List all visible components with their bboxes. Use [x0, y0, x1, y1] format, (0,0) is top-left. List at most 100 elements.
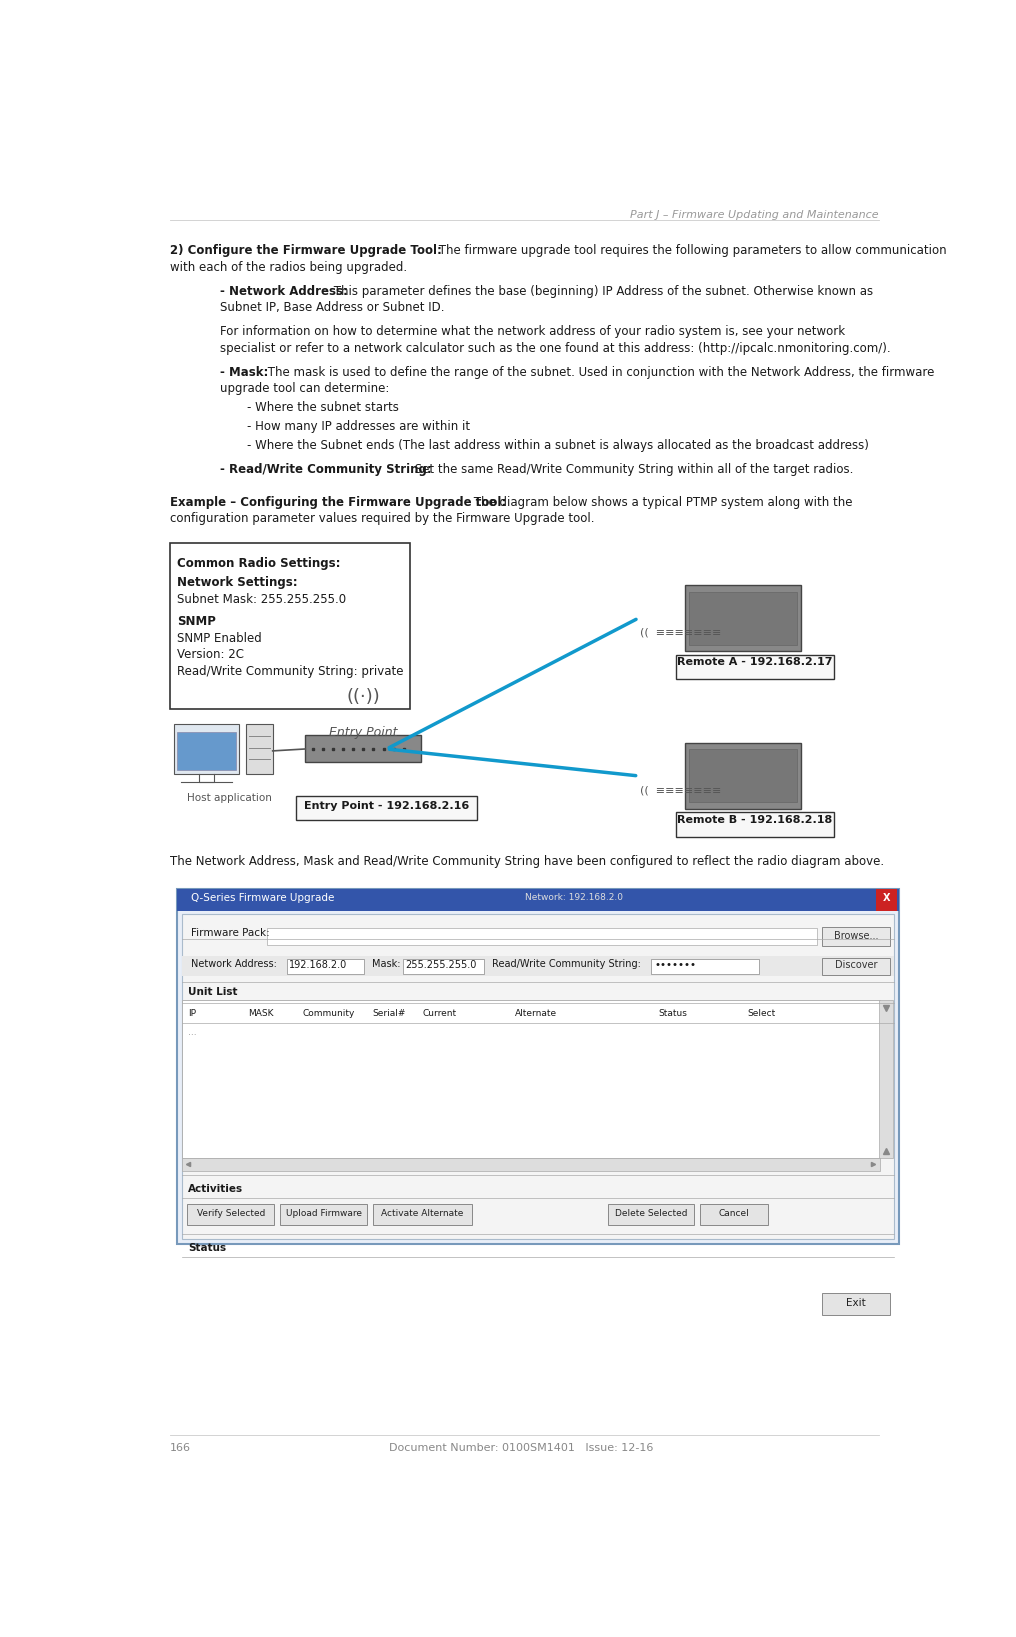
Text: upgrade tool can determine:: upgrade tool can determine:: [220, 383, 389, 395]
Text: Set the same Read/Write Community String within all of the target radios.: Set the same Read/Write Community String…: [411, 463, 853, 476]
FancyBboxPatch shape: [305, 735, 422, 763]
Text: - Where the Subnet ends (The last address within a subnet is always allocated as: - Where the Subnet ends (The last addres…: [247, 439, 869, 452]
Text: Community: Community: [302, 1008, 355, 1018]
FancyBboxPatch shape: [177, 732, 237, 769]
FancyBboxPatch shape: [685, 586, 802, 652]
Text: The diagram below shows a typical PTMP system along with the: The diagram below shows a typical PTMP s…: [470, 496, 852, 509]
Text: SNMP Enabled: SNMP Enabled: [178, 632, 262, 645]
Text: Status: Status: [658, 1008, 688, 1018]
Text: Select: Select: [748, 1008, 776, 1018]
Text: Unit List: Unit List: [188, 987, 238, 997]
FancyBboxPatch shape: [280, 1203, 367, 1224]
Text: Status: Status: [188, 1242, 227, 1252]
Text: •••••••: •••••••: [654, 961, 697, 971]
FancyBboxPatch shape: [608, 1203, 694, 1224]
Text: 2) Configure the Firmware Upgrade Tool:: 2) Configure the Firmware Upgrade Tool:: [170, 244, 442, 257]
Text: Mask:: Mask:: [372, 959, 400, 969]
Text: Browse...: Browse...: [834, 931, 878, 941]
Text: Q-Series Firmware Upgrade: Q-Series Firmware Upgrade: [191, 892, 334, 902]
Text: ((  ≡≡≡≡≡≡≡: (( ≡≡≡≡≡≡≡: [640, 627, 721, 638]
Text: Current: Current: [423, 1008, 456, 1018]
Text: Alternate: Alternate: [515, 1008, 558, 1018]
Text: Host application: Host application: [187, 794, 271, 804]
FancyBboxPatch shape: [374, 1203, 471, 1224]
FancyBboxPatch shape: [689, 750, 798, 802]
FancyBboxPatch shape: [676, 812, 834, 837]
Text: Delete Selected: Delete Selected: [615, 1210, 687, 1218]
Text: ...: ...: [188, 1028, 197, 1038]
Text: Activities: Activities: [188, 1185, 244, 1195]
Text: Entry Point - 192.168.2.16: Entry Point - 192.168.2.16: [304, 800, 469, 810]
Text: Common Radio Settings:: Common Radio Settings:: [178, 557, 341, 570]
FancyBboxPatch shape: [178, 889, 899, 1244]
Text: Remote A - 192.168.2.17: Remote A - 192.168.2.17: [677, 656, 832, 666]
FancyBboxPatch shape: [879, 1000, 893, 1159]
Text: Version: 2C: Version: 2C: [178, 648, 245, 661]
FancyBboxPatch shape: [676, 655, 834, 679]
Text: Subnet IP, Base Address or Subnet ID.: Subnet IP, Base Address or Subnet ID.: [220, 301, 445, 314]
Text: 166: 166: [170, 1444, 191, 1454]
Text: Exit: Exit: [846, 1298, 866, 1308]
Text: Upload Firmware: Upload Firmware: [285, 1210, 362, 1218]
Text: Remote B - 192.168.2.18: Remote B - 192.168.2.18: [677, 815, 832, 825]
Text: configuration parameter values required by the Firmware Upgrade tool.: configuration parameter values required …: [170, 512, 594, 525]
Text: - Mask:: - Mask:: [220, 365, 268, 378]
Text: The mask is used to define the range of the subnet. Used in conjunction with the: The mask is used to define the range of …: [264, 365, 935, 378]
Text: Firmware Pack:: Firmware Pack:: [191, 928, 270, 938]
FancyBboxPatch shape: [296, 796, 478, 820]
FancyBboxPatch shape: [182, 1159, 880, 1170]
Text: Subnet Mask: 255.255.255.0: Subnet Mask: 255.255.255.0: [178, 593, 346, 606]
FancyBboxPatch shape: [822, 927, 890, 946]
Text: specialist or refer to a network calculator such as the one found at this addres: specialist or refer to a network calcula…: [220, 342, 891, 355]
Text: Example – Configuring the Firmware Upgrade tool:: Example – Configuring the Firmware Upgra…: [170, 496, 506, 509]
FancyBboxPatch shape: [182, 956, 894, 976]
Text: Part J – Firmware Updating and Maintenance: Part J – Firmware Updating and Maintenan…: [630, 210, 879, 221]
Text: ((  ≡≡≡≡≡≡≡: (( ≡≡≡≡≡≡≡: [640, 786, 721, 796]
FancyBboxPatch shape: [187, 1203, 274, 1224]
Text: ((·)): ((·)): [346, 688, 380, 706]
Text: For information on how to determine what the network address of your radio syste: For information on how to determine what…: [220, 326, 845, 339]
Text: The Network Address, Mask and Read/Write Community String have been configured t: The Network Address, Mask and Read/Write…: [170, 855, 884, 868]
Text: X: X: [883, 894, 890, 904]
FancyBboxPatch shape: [700, 1203, 768, 1224]
Text: The firmware upgrade tool requires the following parameters to allow communicati: The firmware upgrade tool requires the f…: [435, 244, 946, 257]
FancyBboxPatch shape: [267, 928, 817, 945]
Text: Read/Write Community String:: Read/Write Community String:: [492, 959, 641, 969]
Text: with each of the radios being upgraded.: with each of the radios being upgraded.: [170, 260, 406, 273]
FancyBboxPatch shape: [822, 958, 890, 976]
Text: MASK: MASK: [248, 1008, 273, 1018]
Text: Cancel: Cancel: [719, 1210, 750, 1218]
Text: Read/Write Community String: private: Read/Write Community String: private: [178, 665, 404, 678]
FancyBboxPatch shape: [182, 1000, 880, 1159]
FancyBboxPatch shape: [182, 913, 894, 1239]
Text: Serial#: Serial#: [372, 1008, 405, 1018]
Text: IP: IP: [188, 1008, 196, 1018]
Text: 255.255.255.0: 255.255.255.0: [405, 961, 477, 971]
Text: Network Settings:: Network Settings:: [178, 576, 298, 589]
Text: - Read/Write Community String:: - Read/Write Community String:: [220, 463, 432, 476]
Text: This parameter defines the base (beginning) IP Address of the subnet. Otherwise : This parameter defines the base (beginni…: [330, 285, 873, 298]
Text: Network: 192.168.2.0: Network: 192.168.2.0: [525, 892, 623, 902]
Text: SNMP: SNMP: [178, 614, 216, 627]
FancyBboxPatch shape: [182, 1257, 894, 1287]
Text: 192.168.2.0: 192.168.2.0: [289, 961, 347, 971]
FancyBboxPatch shape: [822, 1293, 890, 1315]
Text: - How many IP addresses are within it: - How many IP addresses are within it: [247, 419, 470, 432]
Text: Activate Alternate: Activate Alternate: [381, 1210, 464, 1218]
FancyBboxPatch shape: [651, 959, 759, 974]
Text: Discover: Discover: [834, 961, 877, 971]
FancyBboxPatch shape: [685, 743, 802, 809]
Text: - Network Address:: - Network Address:: [220, 285, 347, 298]
FancyBboxPatch shape: [689, 591, 798, 645]
FancyBboxPatch shape: [174, 724, 240, 774]
FancyBboxPatch shape: [403, 959, 485, 974]
FancyBboxPatch shape: [876, 889, 897, 912]
Text: - Where the subnet starts: - Where the subnet starts: [247, 401, 399, 414]
Text: Network Address:: Network Address:: [191, 959, 277, 969]
Text: Verify Selected: Verify Selected: [197, 1210, 265, 1218]
FancyBboxPatch shape: [287, 959, 364, 974]
FancyBboxPatch shape: [246, 724, 272, 774]
FancyBboxPatch shape: [170, 543, 409, 709]
FancyBboxPatch shape: [178, 889, 899, 912]
Text: Entry Point: Entry Point: [329, 727, 397, 740]
